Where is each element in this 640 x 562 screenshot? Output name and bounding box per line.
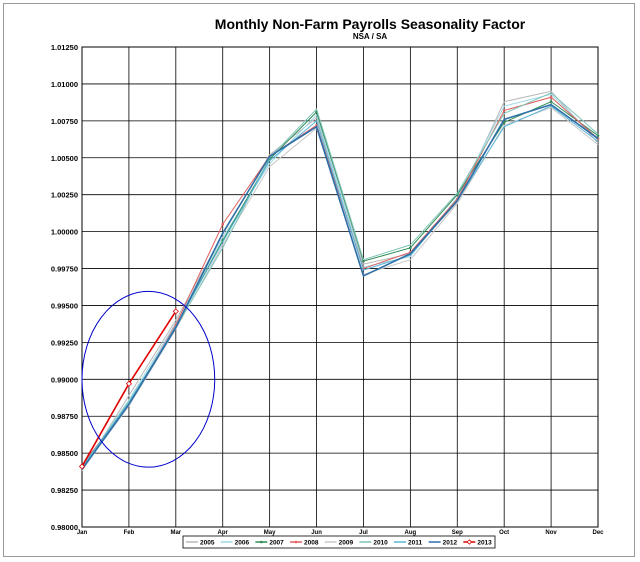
series-line-2012 <box>81 103 599 470</box>
series-lines <box>78 90 600 472</box>
x-tick-label-dec: Dec <box>592 530 604 536</box>
y-tick-label: 0.99000 <box>51 375 78 384</box>
legend-label-2006: 2006 <box>235 540 250 547</box>
series-line-2006 <box>81 93 599 469</box>
series-marker-2013 <box>125 380 132 387</box>
series-marker-2007 <box>409 246 412 250</box>
chart-frame <box>3 3 635 557</box>
series-marker-2008 <box>315 123 318 127</box>
series-marker-2007 <box>549 100 553 103</box>
x-tick-label-jul: Jul <box>359 530 368 536</box>
series-marker-2008 <box>221 222 225 226</box>
chart-subtitle: NSA / SA <box>353 32 388 41</box>
chart-title: Monthly Non-Farm Payrolls Seasonality Fa… <box>215 16 526 32</box>
y-tick-label: 0.98250 <box>51 486 78 495</box>
legend-label-2007: 2007 <box>269 540 284 547</box>
x-tick-label-oct: Oct <box>499 530 509 536</box>
annotations <box>81 290 216 468</box>
y-tick-label: 0.98000 <box>51 523 78 532</box>
x-tick-label-jan: Jan <box>77 530 88 536</box>
y-tick-label: 1.00000 <box>51 228 78 237</box>
legend-marker-2007 <box>260 540 263 544</box>
x-tick-label-jun: Jun <box>311 530 322 536</box>
series-marker-2008 <box>549 95 553 99</box>
x-tick-label-aug: Aug <box>405 530 417 536</box>
y-tick-label: 0.98750 <box>51 412 78 421</box>
y-tick-label: 1.00750 <box>51 117 78 126</box>
x-tick-label-mar: Mar <box>170 530 181 536</box>
legend-box <box>182 535 496 549</box>
circle-annotation <box>81 290 216 468</box>
y-tick-label: 1.01250 <box>51 43 78 52</box>
y-tick-label: 0.98500 <box>51 449 78 458</box>
y-tick-label: 1.01000 <box>51 80 78 89</box>
x-tick-label-nov: Nov <box>545 530 557 536</box>
series-marker-2007 <box>596 134 600 137</box>
x-tick-label-may: May <box>264 530 276 536</box>
legend-label-2013: 2013 <box>477 540 492 547</box>
legend-label-2011: 2011 <box>408 540 422 547</box>
legend-label-2008: 2008 <box>304 540 319 547</box>
y-axis-tick-labels: 0.98000 0.98250 0.98500 0.98750 0.99000 0.992… <box>51 43 78 532</box>
series-marker-2013 <box>78 463 86 470</box>
legend-label-2010: 2010 <box>373 540 388 547</box>
y-tick-label: 1.00500 <box>51 154 78 163</box>
series-marker-2008 <box>502 109 506 112</box>
y-tick-label: 0.99750 <box>51 265 78 274</box>
legend-marker-2013 <box>466 539 473 545</box>
legend-marker-2008 <box>294 540 298 544</box>
x-tick-label-apr: Apr <box>218 530 229 536</box>
legend-label-2012: 2012 <box>443 540 458 547</box>
y-tick-label: 0.99250 <box>51 338 78 347</box>
x-axis-tick-labels: Jan Feb Mar Apr May Jun Jul Aug Sep Oct Nov Dec <box>77 530 604 536</box>
x-tick-label-feb: Feb <box>124 530 135 536</box>
x-tick-label-sep: Sep <box>452 530 463 536</box>
legend-label-2005: 2005 <box>200 540 215 547</box>
legend: 2005 2006 2007 2008 2009 2010 2011 2012 2013 <box>182 535 496 549</box>
y-tick-label: 0.99500 <box>51 301 78 310</box>
series-marker-2013 <box>172 308 179 315</box>
y-tick-label: 1.00250 <box>51 191 78 200</box>
series-marker-2007 <box>362 259 365 263</box>
legend-label-2009: 2009 <box>339 540 354 547</box>
